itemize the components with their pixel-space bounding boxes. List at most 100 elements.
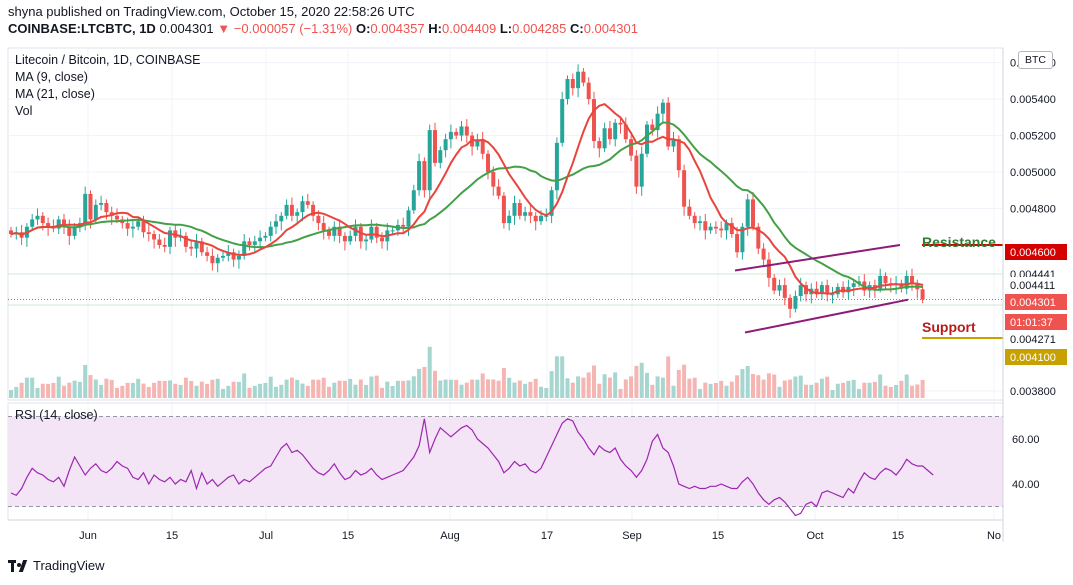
candle-body [305,201,310,205]
volume-bar [443,379,448,398]
tradingview-logo[interactable]: TradingView [8,558,105,573]
volume-bar [533,378,538,398]
candle-body [772,277,777,291]
volume-bar [772,374,777,398]
volume-bar [284,379,289,398]
volume-bar [841,382,846,398]
volume-bar [231,381,236,398]
candle-body [300,201,305,213]
candle-body [857,281,861,284]
volume-bar [623,379,628,398]
volume-bar [565,378,570,398]
candle-body [252,241,257,245]
volume-bar [342,380,347,398]
candle-body [576,71,581,89]
volume-bar [395,380,400,398]
last-price: 0.004301 [159,21,214,36]
volume-bar [93,379,98,398]
candle-body [655,113,660,131]
candle-body [607,128,612,140]
candle-body [115,215,119,220]
candle-body [422,161,427,191]
candle-body [289,204,294,216]
candle-body [99,203,104,205]
candle-body [751,199,755,227]
currency-badge[interactable]: BTC [1018,51,1053,69]
volume-bar [554,356,559,398]
candle-body [560,99,565,143]
volume-bar [904,374,909,398]
candle-body [342,235,347,242]
volume-bar [671,385,676,398]
volume-bar [634,365,639,398]
volume-bar [242,373,247,398]
volume-bar [332,382,337,398]
volume-bars [9,346,925,398]
volume-bar [380,387,384,398]
candle-body [761,248,766,260]
volume-bar [348,378,353,398]
volume-bar [109,379,114,398]
volume-bar [215,378,220,398]
volume-bar [316,379,321,398]
price-tick-label: 0.005200 [1010,131,1056,143]
volume-bar [915,384,920,398]
volume-bar [883,385,888,398]
price-badge-label: 0.004271 [1010,334,1056,346]
volume-bar [888,386,893,398]
rsi-tick-label: 40.00 [1012,479,1040,491]
volume-bar [682,364,687,398]
volume-bar [104,378,109,398]
ohlc-line: COINBASE:LTCBTC, 1D 0.004301 ▼ −0.000057… [8,21,638,36]
high-value: 0.004409 [442,21,497,36]
rsi-pane [7,402,1004,521]
volume-bar [157,380,162,398]
candle-body [348,235,353,242]
volume-bar [788,379,793,398]
candle-body [634,155,639,187]
candle-body [523,212,528,216]
volume-bar [777,386,782,398]
volume-bar [708,383,713,398]
close-value: 0.004301 [583,21,638,36]
price-tick-label: 0.005000 [1010,167,1056,179]
candle-body [639,153,644,187]
moving-averages [10,102,923,295]
ma9-legend: MA (9, close) [15,70,88,84]
volume-bar [899,380,904,398]
volume-bar [507,377,512,398]
time-tick-label: Aug [440,530,460,542]
volume-bar [385,381,390,398]
candle-body [411,190,416,211]
price-badge [1005,244,1067,260]
volume-bar [168,380,172,398]
volume-bar [560,356,565,398]
volume-bar [740,369,745,398]
volume-bar [825,376,830,398]
candle-body [920,289,925,300]
volume-bar [422,366,427,398]
volume-bar [692,377,697,398]
candle-body [777,285,782,291]
candle-body [549,190,554,216]
candle-body [130,226,135,229]
volume-bar [846,380,851,398]
volume-bar [761,379,766,398]
volume-bar [120,385,125,398]
volume-bar [152,382,157,398]
price-chart[interactable]: 0.0056000.0054000.0052000.0050000.004800… [0,40,1073,545]
candle-body [327,230,331,236]
candle-body [268,226,273,236]
volume-bar [125,382,130,398]
axes: 0.0056000.0054000.0052000.0050000.004800… [8,48,1067,542]
candle-body [152,234,157,240]
channel-upper [734,243,901,272]
volume-bar [867,382,872,398]
channel-lines [734,243,1003,339]
candle-body [374,226,379,238]
candle-body [650,124,655,131]
candle-body [528,212,533,216]
volume-bar [496,380,501,398]
candle-body [682,170,687,207]
candle-body [364,239,369,242]
